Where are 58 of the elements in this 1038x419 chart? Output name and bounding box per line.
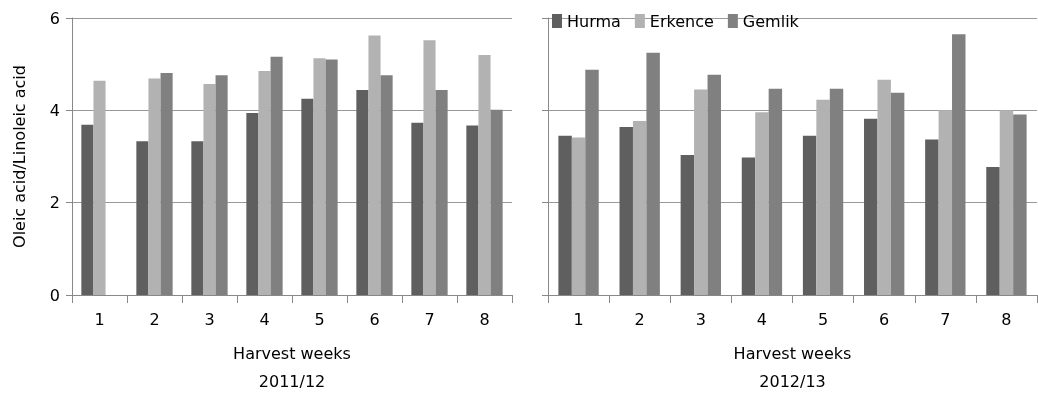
bar (938, 110, 953, 295)
bar (81, 124, 94, 295)
bar (313, 58, 326, 295)
bar (802, 135, 817, 295)
bar (986, 167, 1000, 295)
bar (864, 118, 878, 295)
bar (246, 113, 259, 295)
x-tick-label: 1 (94, 309, 105, 329)
bar (632, 120, 647, 295)
bar (619, 126, 633, 295)
x-tick-label: 4 (259, 309, 270, 329)
x-tick-label: 2 (634, 309, 645, 329)
bar (356, 90, 369, 295)
bar (191, 141, 204, 295)
x-tick-label: 6 (369, 309, 380, 329)
x-axis-title: Harvest weeks 2012/13 (733, 343, 852, 391)
bar (694, 89, 708, 295)
legend-label: Hurma (567, 11, 621, 31)
bar (816, 99, 830, 295)
y-tick-label: 4 (49, 100, 60, 120)
bar (301, 98, 314, 295)
bar (925, 139, 939, 295)
x-tick-label: 7 (424, 309, 435, 329)
bar (258, 71, 271, 295)
x-tick-label: 7 (940, 309, 951, 329)
bar (423, 40, 436, 295)
x-axis-title: Harvest weeks 2011/12 (233, 343, 351, 391)
bar (411, 122, 424, 295)
x-tick-label: 8 (479, 309, 490, 329)
bar (136, 141, 149, 295)
y-tick-label: 2 (49, 193, 60, 213)
bar (877, 79, 891, 295)
bar (571, 137, 586, 295)
bar (755, 112, 769, 295)
y-tick-label: 0 (49, 285, 60, 305)
bar (93, 80, 106, 295)
bar (478, 54, 491, 295)
x-tick-label: 8 (1001, 309, 1012, 329)
x-tick-label: 2 (149, 309, 160, 329)
x-tick-label: 4 (756, 309, 768, 329)
x-tick-label: 3 (204, 309, 215, 329)
y-tick-label: 6 (49, 8, 60, 28)
x-tick-label: 5 (314, 309, 325, 329)
bar (466, 125, 479, 295)
bar (999, 110, 1014, 295)
bar (741, 157, 756, 295)
bar (148, 78, 161, 295)
y-axis-title: Oleic acid/Linoleic acid (9, 65, 29, 248)
bar (680, 155, 695, 295)
x-tick-label: 3 (695, 309, 706, 329)
x-tick-label: 6 (879, 309, 890, 329)
legend-label: Erkence (649, 11, 714, 31)
bar (203, 84, 216, 295)
legend-label: Gemlik (742, 11, 800, 31)
x-tick-label: 1 (573, 309, 584, 329)
bar (558, 135, 572, 295)
bar (368, 35, 381, 295)
x-tick-label: 5 (817, 309, 829, 329)
